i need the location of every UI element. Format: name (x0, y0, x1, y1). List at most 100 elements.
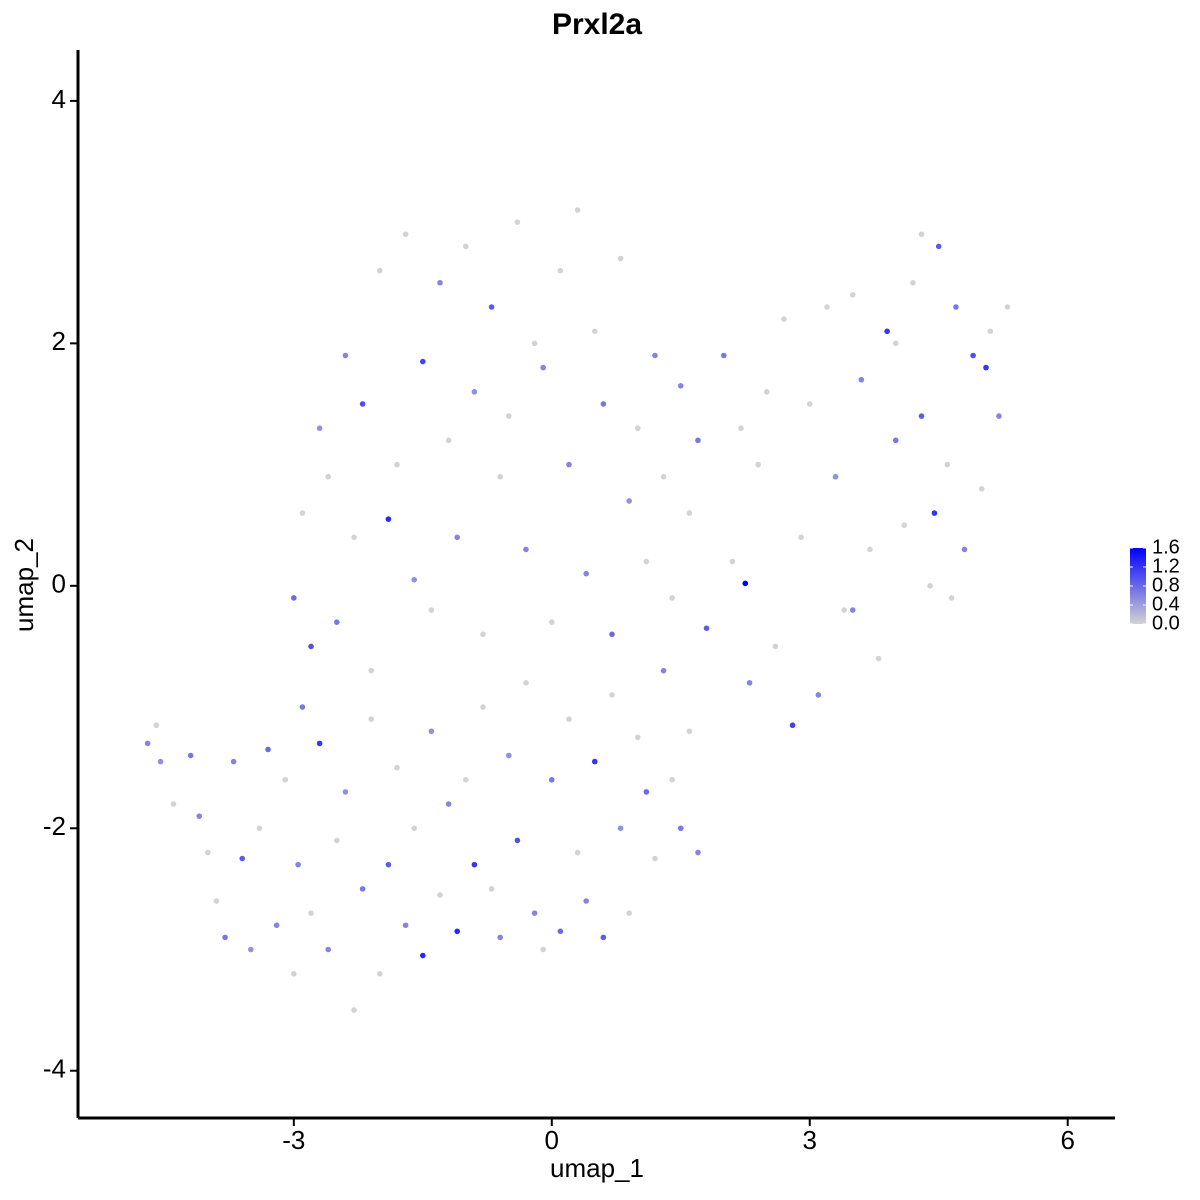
point (695, 437, 701, 444)
point (763, 389, 770, 395)
colorbar-label: 0.8 (1152, 574, 1180, 596)
point (540, 364, 546, 371)
point (652, 352, 658, 359)
colorbar-label: 1.2 (1152, 555, 1180, 577)
point (729, 558, 736, 565)
point (402, 231, 409, 238)
point (935, 243, 942, 250)
point (849, 292, 856, 298)
point (781, 316, 787, 322)
point (368, 667, 375, 674)
point (660, 473, 667, 480)
point (978, 486, 985, 492)
point (806, 401, 813, 407)
point (428, 728, 435, 735)
point (222, 934, 228, 941)
point (540, 946, 546, 953)
x-tick-label: 6 (1060, 1125, 1074, 1155)
y-tick-label: 4 (52, 84, 66, 114)
point (875, 655, 882, 662)
point (445, 801, 452, 807)
point (574, 207, 581, 213)
point (574, 849, 581, 856)
point (342, 789, 349, 795)
point (359, 401, 366, 407)
point (755, 461, 761, 468)
point (1004, 304, 1011, 310)
point (677, 825, 684, 832)
point (643, 789, 650, 795)
colorbar-label: 0.0 (1152, 612, 1180, 634)
point (600, 401, 607, 407)
point (901, 522, 908, 529)
point (437, 892, 443, 898)
colorbar-label: 0.4 (1152, 593, 1180, 615)
y-tick-label: -4 (43, 1054, 66, 1084)
point (591, 328, 598, 335)
point (523, 546, 529, 553)
point (557, 928, 564, 935)
point (471, 389, 478, 395)
point (983, 364, 989, 371)
point (420, 358, 426, 365)
point (742, 580, 749, 587)
point (230, 758, 237, 765)
point (402, 922, 409, 929)
point (394, 764, 400, 771)
point (471, 861, 478, 868)
point (849, 607, 856, 613)
point (703, 625, 710, 632)
point (463, 243, 469, 250)
point (660, 667, 667, 674)
point (394, 461, 400, 468)
point (334, 619, 340, 625)
point (308, 910, 314, 916)
point (669, 776, 675, 783)
point (368, 716, 375, 722)
y-tick-label: 2 (52, 326, 66, 356)
point (454, 928, 461, 935)
point (480, 704, 486, 710)
point (841, 607, 847, 613)
point (463, 776, 469, 783)
point (677, 382, 684, 389)
point (643, 558, 650, 565)
point (299, 704, 306, 710)
point (996, 413, 1002, 419)
point (488, 304, 495, 310)
point (695, 849, 701, 856)
point (411, 576, 418, 583)
point (832, 473, 839, 480)
y-tick-label: -2 (43, 811, 66, 841)
point (497, 934, 503, 941)
point (295, 861, 301, 868)
point (548, 776, 555, 783)
point (626, 498, 632, 504)
point (918, 231, 925, 238)
point (205, 849, 211, 856)
point (291, 970, 297, 977)
point (944, 461, 951, 468)
point (334, 837, 340, 844)
point (377, 970, 383, 977)
x-tick-label: 3 (803, 1125, 817, 1155)
point (600, 934, 607, 941)
x-axis-label: umap_1 (550, 1153, 644, 1183)
point (884, 328, 890, 335)
point (634, 425, 641, 432)
point (196, 813, 203, 819)
point (892, 437, 899, 444)
point (248, 946, 254, 953)
point (454, 534, 461, 541)
point (213, 898, 220, 904)
point (987, 328, 994, 335)
x-tick-label: -3 (282, 1125, 305, 1155)
point (291, 595, 297, 601)
point (488, 886, 495, 892)
point (385, 516, 392, 522)
point (239, 855, 246, 862)
point (325, 946, 332, 953)
point (351, 1007, 357, 1013)
point (557, 267, 564, 274)
point (583, 570, 589, 577)
